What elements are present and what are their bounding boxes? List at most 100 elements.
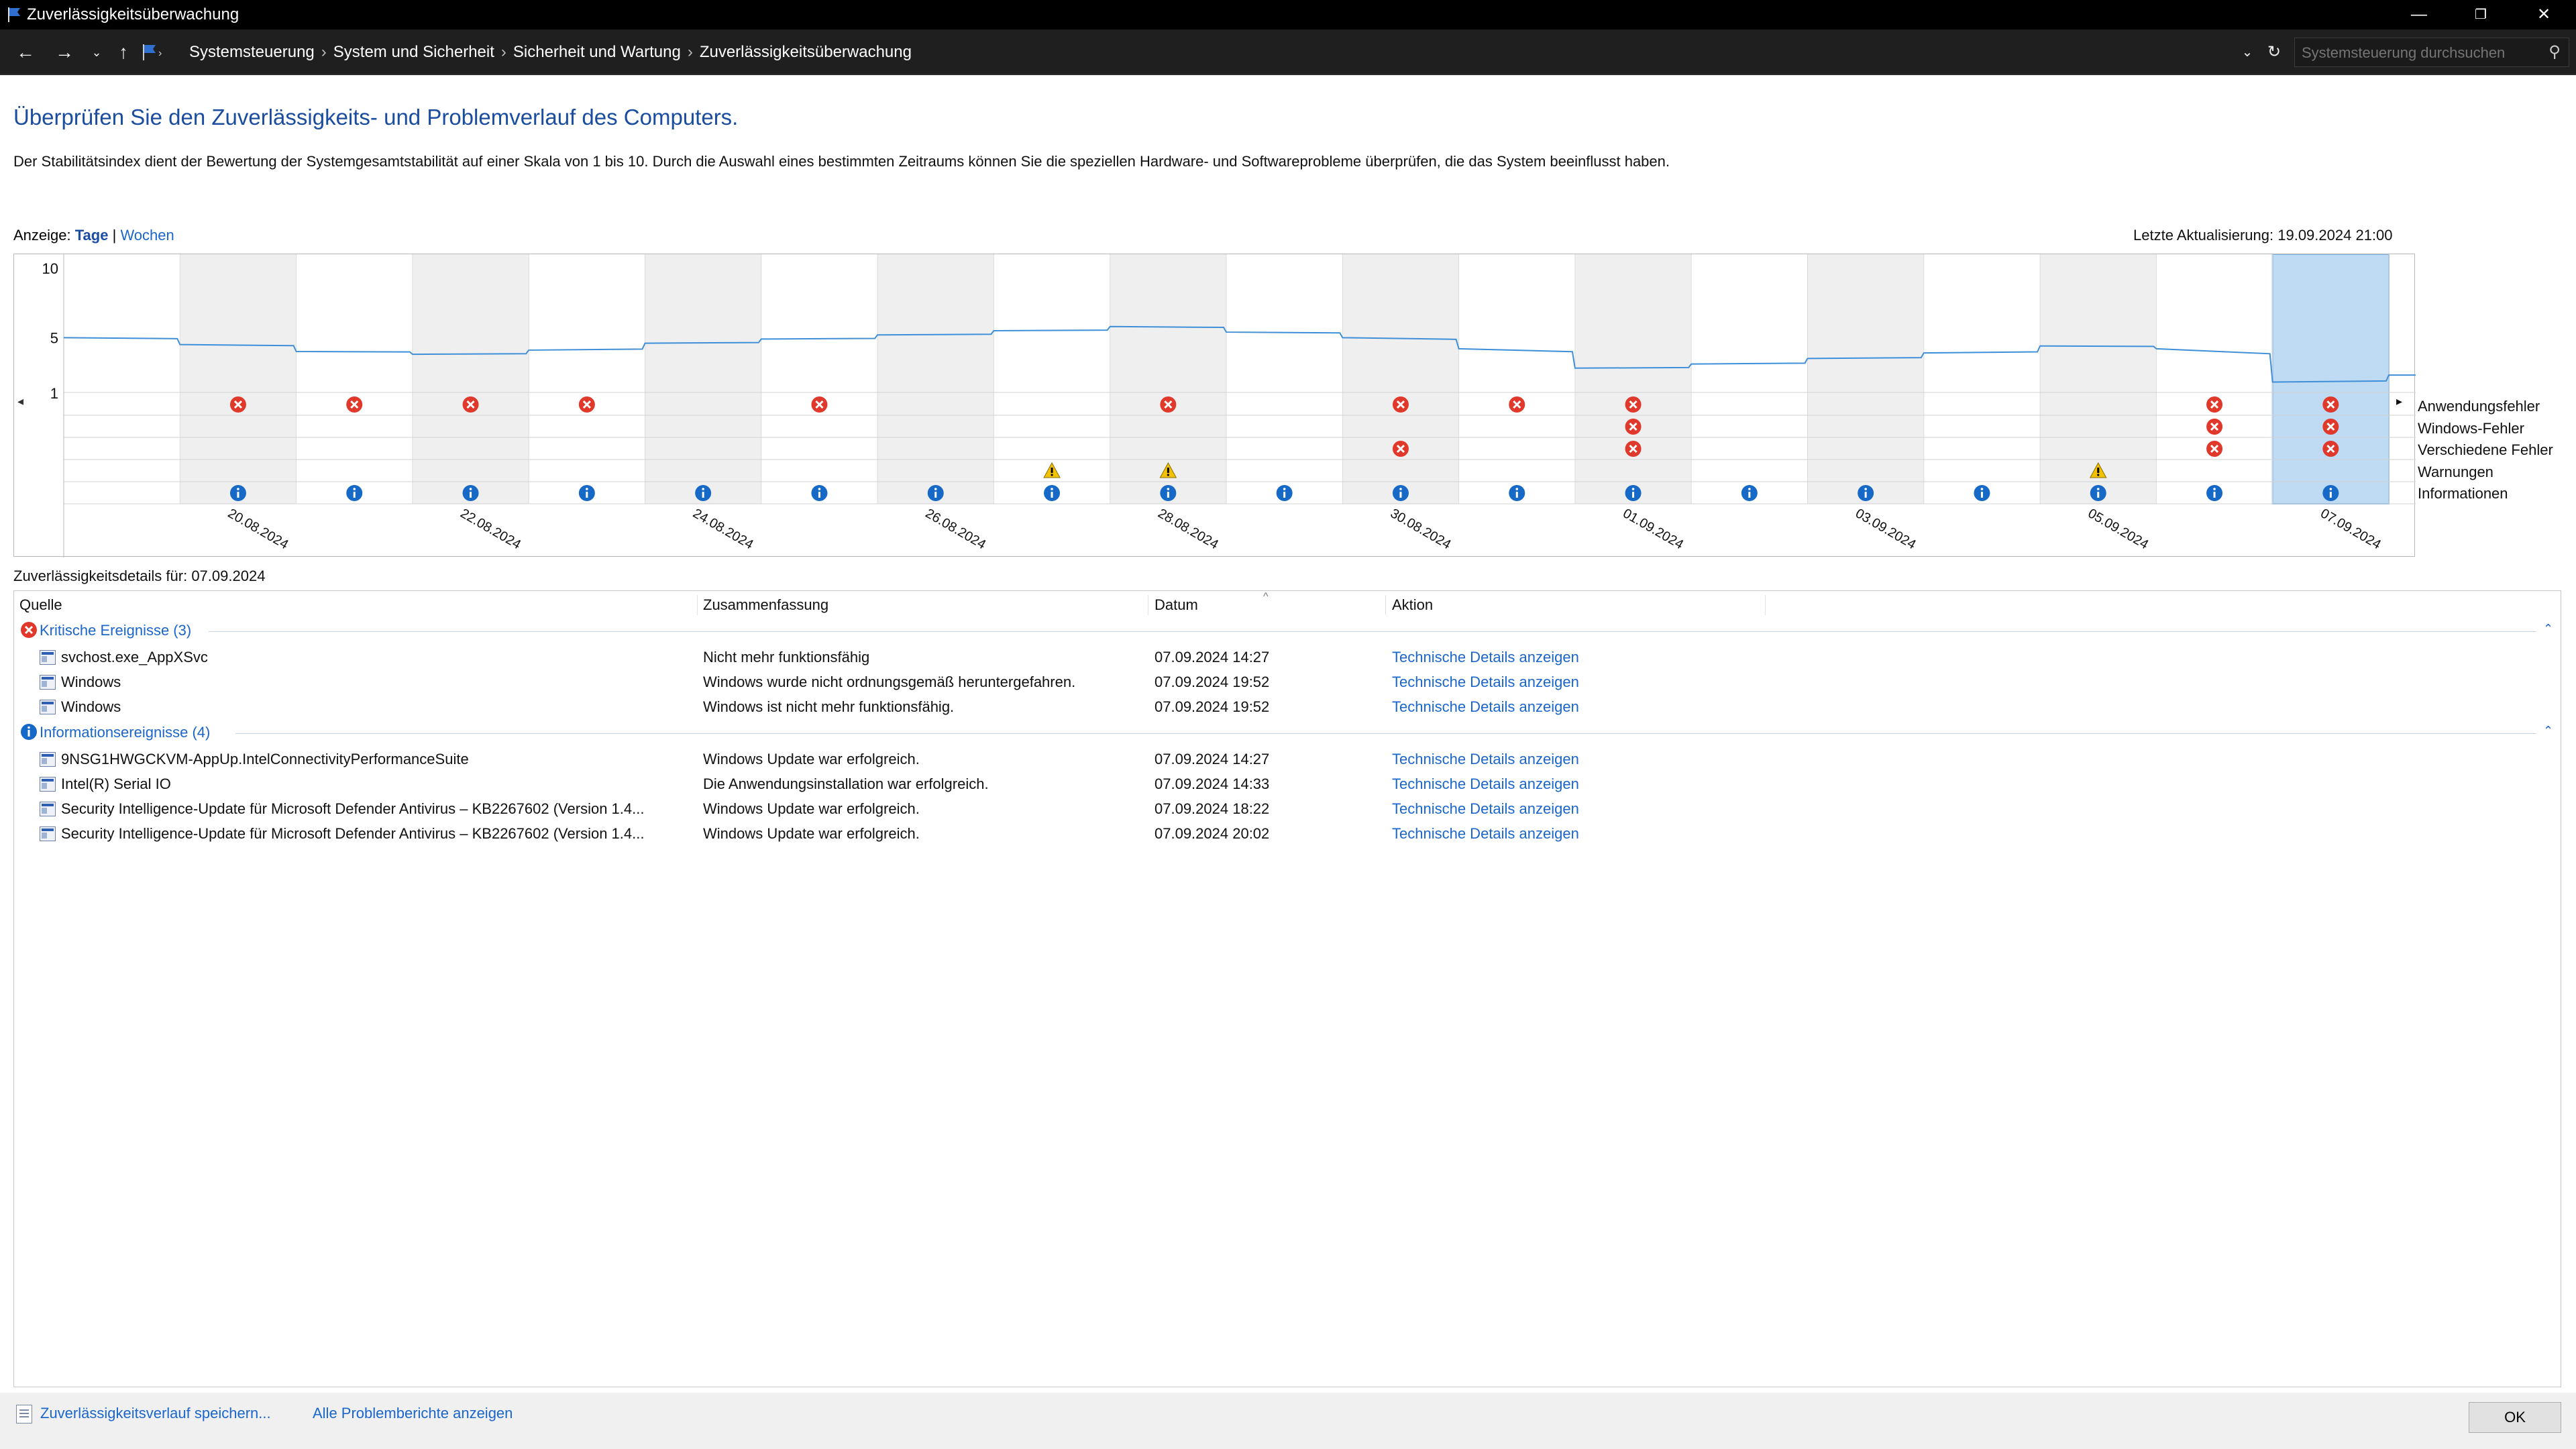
table-row[interactable]: Windows Windows ist nicht mehr funktions… bbox=[14, 694, 2550, 719]
search-icon[interactable]: ⚲ bbox=[2548, 43, 2561, 61]
window-title: Zuverlässigkeitsüberwachung bbox=[27, 5, 239, 23]
technical-details-link[interactable]: Technische Details anzeigen bbox=[1392, 775, 1579, 792]
footer-bar: Zuverlässigkeitsverlauf speichern... All… bbox=[0, 1393, 2576, 1449]
information-icon-stem bbox=[2213, 492, 2216, 498]
chevron-down-icon[interactable]: ⌄ bbox=[91, 46, 102, 59]
chevron-right-icon[interactable]: › bbox=[321, 43, 327, 61]
y-tick-label: 5 bbox=[50, 329, 58, 346]
address-dropdown-icon[interactable]: ⌄ bbox=[2241, 45, 2253, 60]
x-date-label: 07.09.2024 bbox=[2318, 506, 2383, 552]
y-tick-label: 1 bbox=[50, 385, 58, 402]
ok-button[interactable]: OK bbox=[2469, 1402, 2561, 1433]
all-problem-reports-link[interactable]: Alle Problemberichte anzeigen bbox=[313, 1405, 513, 1421]
shaded-day-column bbox=[877, 254, 994, 504]
breadcrumb-sicherheit-und-wartung[interactable]: Sicherheit und Wartung bbox=[513, 43, 681, 61]
technical-details-link[interactable]: Technische Details anzeigen bbox=[1392, 674, 1579, 690]
group-title[interactable]: Kritische Ereignisse (3) bbox=[40, 622, 192, 639]
information-icon-stem bbox=[1515, 492, 1518, 498]
row-summary: Windows Update war erfolgreich. bbox=[703, 825, 920, 842]
close-button[interactable]: ✕ bbox=[2536, 5, 2551, 23]
up-arrow-icon[interactable]: ↑ bbox=[119, 42, 128, 62]
breadcrumb-systemsteuerung[interactable]: Systemsteuerung bbox=[189, 43, 315, 61]
information-icon-stem bbox=[2329, 492, 2332, 498]
view-days-link[interactable]: Tage bbox=[74, 227, 109, 244]
windows-error-icon-cross bbox=[1629, 422, 1638, 431]
application-icon bbox=[40, 777, 56, 792]
stability-chart-svg[interactable]: 10 5 1 20.08.2024 22.08.2024 24.08.2024 26.08.… bbox=[14, 254, 2416, 557]
shaded-day-column bbox=[645, 254, 761, 504]
x-date-label: 03.09.2024 bbox=[1853, 506, 1919, 552]
back-arrow-icon[interactable]: ← bbox=[16, 42, 35, 62]
shaded-day-column bbox=[412, 254, 529, 504]
column-divider[interactable] bbox=[1385, 595, 1386, 615]
column-date[interactable]: Datum bbox=[1155, 596, 1198, 613]
technical-details-link[interactable]: Technische Details anzeigen bbox=[1392, 698, 1579, 715]
table-row[interactable]: Intel(R) Serial IO Die Anwendungsinstall… bbox=[14, 771, 2550, 796]
misc-error-icon-cross bbox=[2326, 444, 2335, 453]
table-row[interactable]: 9NSG1HWGCKVM-AppUp.IntelConnectivityPerf… bbox=[14, 747, 2550, 771]
row-date: 07.09.2024 14:33 bbox=[1155, 775, 1270, 792]
information-icon-dot bbox=[1399, 488, 1402, 490]
information-icon-dot bbox=[1051, 488, 1053, 490]
refresh-icon[interactable]: ↻ bbox=[2267, 43, 2282, 61]
selected-day-column bbox=[2271, 254, 2390, 504]
breadcrumb-zuverlaessigkeitsueberwachung[interactable]: Zuverlässigkeitsüberwachung bbox=[699, 43, 912, 61]
column-summary[interactable]: Zusammenfassung bbox=[703, 596, 829, 613]
technical-details-link[interactable]: Technische Details anzeigen bbox=[1392, 800, 1579, 817]
table-row[interactable]: Windows Windows wurde nicht ordnungsgemä… bbox=[14, 669, 2550, 694]
application-icon bbox=[40, 650, 56, 665]
column-source[interactable]: Quelle bbox=[19, 596, 62, 613]
row-source: Windows bbox=[61, 698, 121, 715]
misc-error-icon-cross bbox=[1396, 444, 1405, 453]
information-icon-dot bbox=[818, 488, 821, 490]
technical-details-link[interactable]: Technische Details anzeigen bbox=[1392, 649, 1579, 665]
forward-arrow-icon[interactable]: → bbox=[55, 42, 74, 62]
information-icon-stem bbox=[818, 492, 820, 498]
table-row[interactable]: svchost.exe_AppXSvc Nicht mehr funktions… bbox=[14, 645, 2550, 669]
information-icon-stem bbox=[702, 492, 704, 498]
information-icon-dot bbox=[586, 488, 588, 490]
information-icon-dot bbox=[1515, 488, 1519, 490]
legend-windows-errors: Windows-Fehler bbox=[2418, 419, 2524, 437]
application-error-icon-cross bbox=[2326, 400, 2335, 409]
technical-details-link[interactable]: Technische Details anzeigen bbox=[1392, 825, 1579, 842]
table-row[interactable]: Security Intelligence-Update für Microso… bbox=[14, 796, 2550, 821]
application-error-icon-cross bbox=[1629, 400, 1638, 409]
svg-text:›: › bbox=[158, 48, 162, 59]
row-source: Security Intelligence-Update für Microso… bbox=[61, 800, 645, 817]
chevron-right-icon[interactable]: › bbox=[687, 43, 693, 61]
row-date: 07.09.2024 20:02 bbox=[1155, 825, 1270, 842]
column-divider[interactable] bbox=[1765, 595, 1766, 615]
application-error-icon-cross bbox=[1164, 400, 1173, 409]
column-divider[interactable] bbox=[697, 595, 698, 615]
stability-chart[interactable]: 10 5 1 20.08.2024 22.08.2024 24.08.2024 26.08.… bbox=[13, 254, 2416, 557]
application-error-icon-cross bbox=[2210, 400, 2219, 409]
warning-icon-dot bbox=[1051, 474, 1053, 476]
sort-ascending-icon: ^ bbox=[1263, 591, 1269, 602]
scroll-right-icon[interactable]: ▸ bbox=[2396, 394, 2403, 408]
application-icon bbox=[40, 826, 56, 841]
scroll-left-icon[interactable]: ◂ bbox=[17, 394, 24, 408]
information-icon-dot bbox=[1748, 488, 1751, 490]
legend-warnings: Warnungen bbox=[2418, 463, 2493, 480]
legend-information: Informationen bbox=[2418, 485, 2508, 502]
collapse-group-icon[interactable]: ⌃ bbox=[2543, 724, 2554, 737]
save-document-icon bbox=[16, 1405, 32, 1424]
view-weeks-link[interactable]: Wochen bbox=[120, 227, 174, 244]
group-title[interactable]: Informationsereignisse (4) bbox=[40, 724, 211, 741]
misc-error-icon-cross bbox=[2210, 444, 2219, 453]
title-bar: Zuverlässigkeitsüberwachung — ❐ ✕ bbox=[0, 0, 2576, 30]
column-action[interactable]: Aktion bbox=[1392, 596, 1434, 613]
table-row[interactable]: Security Intelligence-Update für Microso… bbox=[14, 821, 2550, 846]
minimize-button[interactable]: — bbox=[2411, 5, 2427, 23]
restore-button[interactable]: ❐ bbox=[2475, 7, 2487, 22]
save-history-link[interactable]: Zuverlässigkeitsverlauf speichern... bbox=[40, 1405, 271, 1421]
shaded-day-column bbox=[1574, 254, 1692, 504]
collapse-group-icon[interactable]: ⌃ bbox=[2543, 622, 2554, 635]
chevron-right-icon[interactable]: › bbox=[500, 43, 506, 61]
technical-details-link[interactable]: Technische Details anzeigen bbox=[1392, 751, 1579, 767]
search-input[interactable] bbox=[2302, 42, 2530, 64]
breadcrumb-system-und-sicherheit[interactable]: System und Sicherheit bbox=[333, 43, 494, 61]
windows-error-icon-cross bbox=[2326, 422, 2335, 431]
information-icon-dot bbox=[1167, 488, 1170, 490]
